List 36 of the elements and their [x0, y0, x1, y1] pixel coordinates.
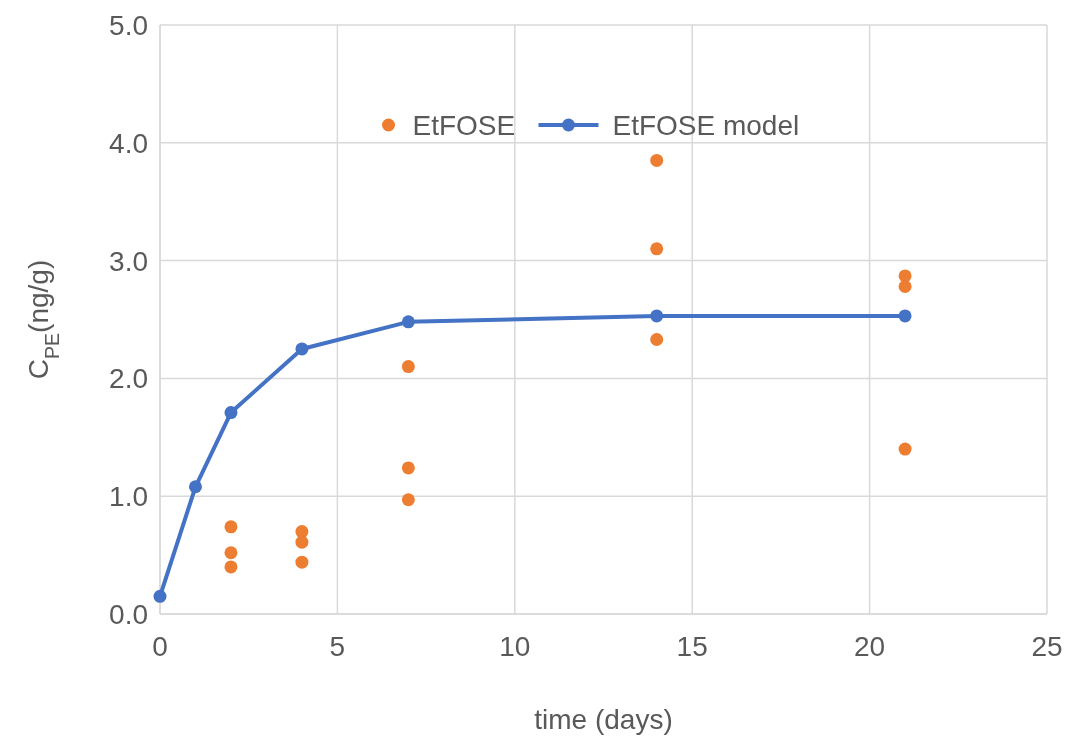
point	[401, 461, 415, 475]
point	[650, 333, 664, 347]
x-tick-label: 10	[499, 631, 531, 662]
point	[898, 442, 912, 456]
point	[401, 493, 415, 507]
legend-label: EtFOSE model	[612, 110, 800, 141]
point	[295, 525, 309, 539]
point	[650, 242, 664, 256]
point	[188, 480, 202, 494]
legend-label: EtFOSE	[412, 110, 516, 141]
x-tick-label: 20	[854, 631, 886, 662]
y-tick-label: 0.0	[109, 599, 148, 630]
y-tick-label: 4.0	[109, 127, 148, 159]
y-tick-label: 1.0	[109, 481, 148, 513]
point	[401, 315, 415, 329]
point	[650, 153, 664, 167]
x-tick-label: 0	[152, 631, 168, 662]
point	[224, 406, 238, 420]
point	[224, 560, 238, 574]
x-axis-title: time (days)	[534, 704, 673, 735]
point	[650, 309, 664, 323]
x-tick-label: 25	[1031, 631, 1063, 662]
y-tick-label: 3.0	[109, 245, 148, 277]
point	[224, 546, 238, 560]
point	[898, 280, 912, 294]
point	[295, 535, 309, 549]
y-tick-label: 2.0	[109, 363, 148, 395]
y-tick-label: 5.0	[109, 10, 148, 41]
point	[295, 555, 309, 569]
point	[153, 589, 167, 603]
point	[224, 520, 238, 534]
point	[295, 342, 309, 356]
point	[401, 360, 415, 374]
point	[898, 309, 912, 323]
x-tick-label: 15	[676, 631, 708, 662]
x-tick-label: 5	[329, 631, 346, 662]
